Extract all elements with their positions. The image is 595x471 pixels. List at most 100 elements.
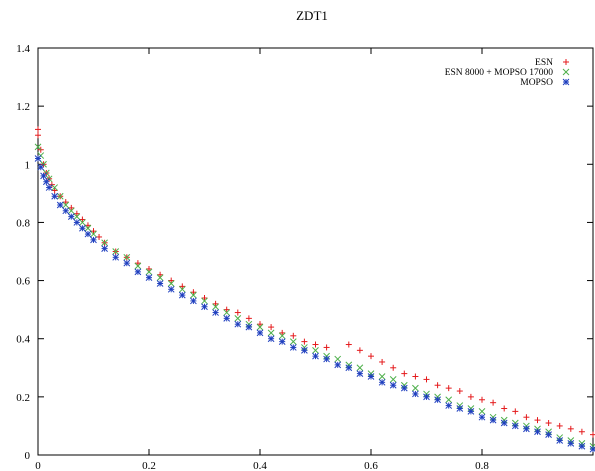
data-point [212,303,219,311]
data-point [356,370,364,377]
data-point [134,268,142,276]
data-point [412,390,419,398]
legend-label: MOPSO [520,78,553,88]
data-point [56,201,64,209]
data-point [45,184,53,191]
data-point [35,132,41,139]
data-point [523,425,530,433]
data-point [56,192,64,200]
data-point [423,376,430,383]
data-point [567,425,574,432]
data-point [345,341,352,348]
data-point [356,364,364,372]
data-point [523,414,530,421]
data-point [323,355,330,363]
y-tick-label: 0 [25,450,31,462]
data-point [501,405,508,412]
chart-title: ZDT1 [296,8,328,23]
data-point [79,224,86,232]
data-point [556,437,564,444]
data-point [378,378,386,386]
data-point [201,297,208,305]
data-point [334,355,342,363]
data-point [368,353,374,360]
data-point [156,280,164,287]
data-point [378,373,386,380]
data-point [278,338,286,345]
data-point [145,274,153,282]
y-tick-label: 0.2 [16,392,30,404]
data-point [234,320,242,328]
data-point [212,309,219,316]
data-point [267,335,275,343]
data-point [90,236,97,244]
data-point [578,442,586,450]
data-point [434,382,441,389]
data-point [389,376,397,383]
data-point [312,346,319,354]
data-point [257,321,263,328]
data-point [112,248,120,255]
legend-marker [562,78,570,86]
data-point [278,332,286,340]
data-point [256,323,264,331]
data-point [51,184,59,191]
data-point [578,428,585,435]
data-point [123,253,131,261]
data-point [90,228,97,235]
data-point [34,143,42,151]
data-point [445,385,452,392]
data-point [434,396,441,404]
data-point [190,297,197,305]
data-point [79,216,86,223]
data-point [123,259,131,267]
data-point [34,155,42,162]
data-point [168,277,175,284]
data-point [234,315,242,322]
data-point [84,230,92,238]
data-point [467,408,475,415]
data-point [478,413,486,421]
data-point [401,370,408,377]
data-point [157,271,164,278]
data-point [201,303,208,311]
legend-label: ESN 8000 + MOPSO 17000 [445,68,554,78]
data-point [37,163,45,171]
legend-marker [563,59,569,65]
data-point [267,329,275,337]
data-point [567,440,575,447]
data-point [390,364,397,371]
data-point [345,364,353,372]
data-point [190,291,197,299]
data-point [412,384,419,392]
x-tick-label: 0.4 [253,460,267,471]
data-point [35,126,41,133]
legend-marker [562,68,570,76]
data-point [134,262,142,270]
series-3 [34,155,595,453]
data-point [589,445,595,453]
y-tick-label: 1 [25,159,31,171]
data-point [445,402,453,409]
series-2 [34,143,595,450]
data-point [146,265,152,272]
plot-frame [37,47,594,456]
data-point [389,381,397,389]
data-point [62,199,69,206]
data-point [556,422,563,429]
data-point [301,346,308,354]
legend-label: ESN [535,58,553,68]
data-point [245,323,253,331]
data-point [456,388,463,395]
data-point [511,422,519,430]
data-point [68,204,75,211]
data-point [101,245,108,252]
x-tick-label: 0.8 [475,460,489,471]
data-point [73,219,81,226]
data-point [90,230,97,238]
data-point [179,283,186,290]
data-point [67,207,75,215]
data-point [112,253,120,261]
